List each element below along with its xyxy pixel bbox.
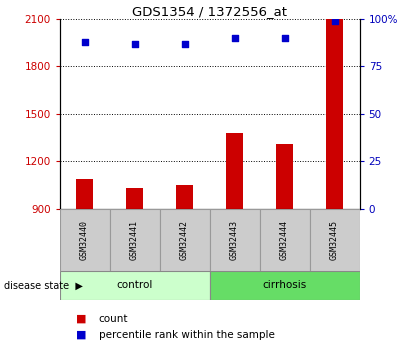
Text: GSM32444: GSM32444 [280, 220, 289, 260]
Text: GSM32440: GSM32440 [80, 220, 89, 260]
Text: percentile rank within the sample: percentile rank within the sample [99, 330, 275, 339]
Bar [210, 271, 360, 300]
Text: ■: ■ [76, 330, 87, 339]
Bar [226, 133, 243, 209]
Bar [110, 209, 159, 271]
Bar [176, 185, 193, 209]
Bar [159, 209, 210, 271]
Point [331, 18, 338, 24]
Bar [260, 209, 309, 271]
Bar [276, 144, 293, 209]
Text: cirrhosis: cirrhosis [263, 280, 307, 290]
Text: ■: ■ [76, 314, 87, 324]
Bar [76, 179, 93, 209]
Point [281, 35, 288, 41]
Point [231, 35, 238, 41]
Text: GSM32443: GSM32443 [230, 220, 239, 260]
Bar [309, 209, 360, 271]
Text: control: control [116, 280, 153, 290]
Text: GSM32442: GSM32442 [180, 220, 189, 260]
Point [81, 39, 88, 45]
Text: count: count [99, 314, 128, 324]
Bar [60, 271, 210, 300]
Bar [126, 188, 143, 209]
Bar [210, 209, 260, 271]
Text: GSM32441: GSM32441 [130, 220, 139, 260]
Text: disease state  ▶: disease state ▶ [4, 280, 83, 290]
Bar [326, 19, 343, 209]
Text: GSM32445: GSM32445 [330, 220, 339, 260]
Point [132, 41, 138, 47]
Point [181, 41, 188, 47]
Title: GDS1354 / 1372556_at: GDS1354 / 1372556_at [132, 5, 287, 18]
Bar [60, 209, 110, 271]
